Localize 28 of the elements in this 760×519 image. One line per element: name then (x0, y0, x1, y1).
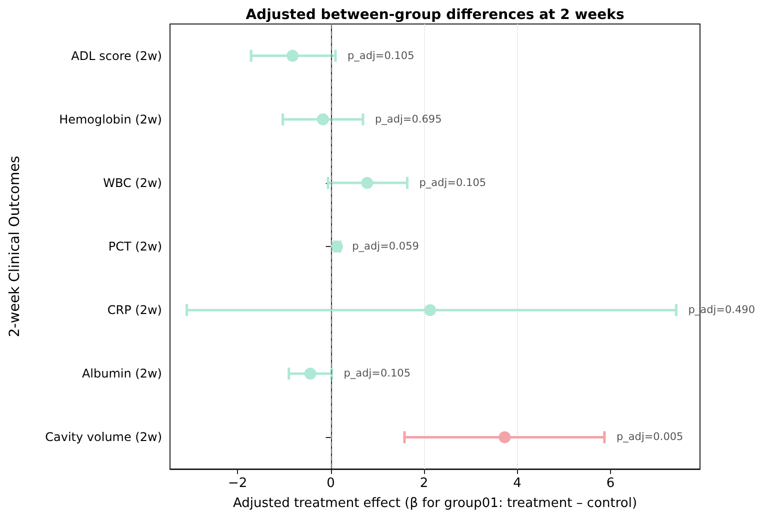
point (286, 50, 299, 62)
y-tick-label: ADL score (2w) (71, 48, 162, 63)
y-tick-label: Cavity volume (2w) (45, 430, 162, 444)
x-tick-label: 0 (326, 476, 335, 491)
x-tick-label: 6 (606, 476, 615, 491)
annotation: p_adj=0.695 (374, 113, 442, 126)
y-axis-title: 2-week Clinical Outcomes (7, 156, 23, 338)
point (498, 431, 511, 444)
point (361, 176, 374, 189)
y-tick-label: PCT (2w) (108, 240, 162, 254)
x-tick-label: 4 (513, 476, 522, 491)
chart-title: Adjusted between-group differences at 2 weeks (246, 7, 624, 23)
y-tick-label: Albumin (2w) (82, 366, 162, 381)
x-tick-label: 2 (420, 476, 428, 491)
y-tick-label: CRP (2w) (107, 303, 162, 318)
point (424, 304, 436, 316)
annotation: p_adj=0.105 (347, 50, 414, 62)
x-tick-label: −2 (228, 476, 248, 491)
point (304, 368, 316, 380)
annotation: p_adj=0.105 (344, 368, 411, 380)
annotation: p_adj=0.105 (419, 176, 486, 189)
y-tick-label: Hemoglobin (2w) (59, 112, 162, 126)
x-axis-title: Adjusted treatment effect (β for group01: treatment – control) (232, 496, 638, 511)
point (316, 113, 329, 126)
annotation: p_adj=0.059 (352, 240, 419, 252)
annotation: p_adj=0.005 (616, 431, 684, 444)
y-tick-label: WBC (2w) (103, 176, 162, 190)
point (330, 240, 343, 252)
